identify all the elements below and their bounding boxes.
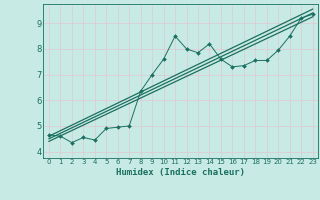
- X-axis label: Humidex (Indice chaleur): Humidex (Indice chaleur): [116, 168, 245, 177]
